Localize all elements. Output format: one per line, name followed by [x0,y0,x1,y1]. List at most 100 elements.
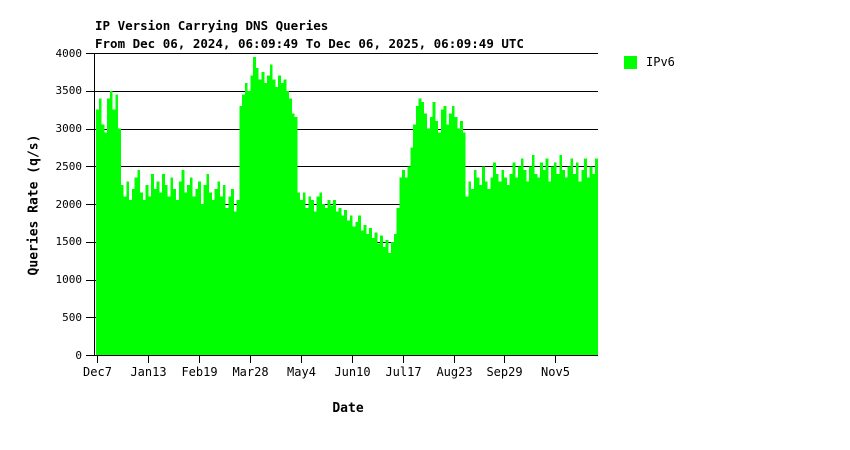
ipv6-bar [490,177,494,355]
y-tick-label: 3000 [55,122,83,135]
ipv6-bar [96,109,99,356]
ipv6-bar [495,173,499,355]
ipv6-bar [454,117,458,356]
ipv6-bar [575,162,579,355]
y-tick-label: 0 [75,348,82,362]
ipv6-bar [244,83,248,355]
ipv6-bar [545,158,549,355]
ipv6-bar [531,154,535,355]
x-axis-title: Date [332,401,364,416]
ipv6-bar [283,79,287,356]
ipv6-bar [589,166,593,355]
ipv6-bar [595,158,598,355]
ipv6-bar [551,166,554,355]
ipv6-bar [371,237,375,355]
ipv6-bar [142,200,146,355]
ipv6-bar [421,102,425,355]
ipv6-bar [399,177,403,355]
ipv6-bar [200,204,204,355]
ipv6-bar [115,94,119,356]
x-tick-label: Jan13 [130,365,167,379]
ipv6-bar [294,117,298,356]
ipv6-bar [335,211,339,355]
ipv6-bar [322,204,325,355]
ipv6-bar [358,215,361,355]
ipv6-bar [137,170,141,355]
ipv6-bar [424,113,427,356]
ipv6-bar [515,177,519,355]
ipv6-bar [140,192,143,355]
ipv6-bar [404,177,408,355]
ipv6-bar [178,181,182,355]
ipv6-bar [518,166,521,355]
ipv6-bar [529,166,532,355]
ipv6-bar [280,83,284,355]
ipv6-bar [225,207,229,355]
ipv6-bar [272,79,276,356]
ipv6-bar [236,200,240,355]
ipv6-bar [338,207,342,355]
ipv6-bar [211,200,215,355]
ipv6-bar [482,166,485,355]
ipv6-bar [167,196,171,355]
ipv6-bar [460,120,463,355]
ipv6-bar [162,173,165,355]
ipv6-bar [187,185,190,356]
ipv6-bar [131,188,135,355]
ipv6-bar [261,71,265,356]
ipv6-bar [109,90,113,355]
ipv6-bar [493,162,496,355]
y-tick-label: 500 [62,310,82,324]
ipv6-bar [468,181,472,355]
ipv6-bar [344,210,347,355]
ipv6-bar [120,185,124,356]
ipv6-bar [184,192,188,355]
ipv6-bar [426,128,430,355]
ipv6-bar [206,173,210,355]
ipv6-bar [349,215,353,355]
ipv6-bar [592,173,596,355]
ipv6-bar [231,188,234,355]
ipv6-bar [145,185,149,356]
ipv6-bar [156,181,160,355]
ipv6-bar [311,200,314,355]
ipv6-bar [164,185,168,356]
ipv6-bar [333,200,336,355]
ipv6-bar [195,188,199,355]
ipv6-bar [462,132,466,355]
ipv6-bar [388,253,392,355]
ipv6-bar [520,158,524,355]
ipv6-bar [347,220,350,355]
ipv6-bar [253,56,256,356]
ipv6-bar [443,105,447,355]
y-tick-label: 3500 [55,84,83,98]
ipv6-bar [305,207,309,355]
ipv6-bar [104,132,108,355]
ipv6-bar [107,98,110,356]
ipv6-bar [101,124,105,355]
ipv6-bar [369,228,372,355]
ipv6-bar [534,173,538,355]
axes [94,53,556,363]
ipv6-bar [479,185,483,356]
ipv6-bar [553,162,557,355]
ipv6-bar [217,181,221,355]
ipv6-bar [385,240,389,355]
ipv6-bar [562,170,565,355]
ipv6-bar [148,196,152,355]
ipv6-bar [407,166,411,355]
y-tick-label: 1500 [55,235,83,249]
ipv6-bar [363,225,367,355]
ipv6-bar [548,181,552,355]
ipv6-bar [382,247,386,355]
ipv6-bar [418,98,422,356]
chart-title: IP Version Carrying DNS Queries [95,18,329,33]
ipv6-bar [302,192,306,355]
legend: IPv6 [624,56,675,69]
ipv6-bar [501,170,505,355]
ipv6-bar [355,222,359,355]
ipv6-bar [222,185,226,356]
ipv6-bar [203,185,207,356]
